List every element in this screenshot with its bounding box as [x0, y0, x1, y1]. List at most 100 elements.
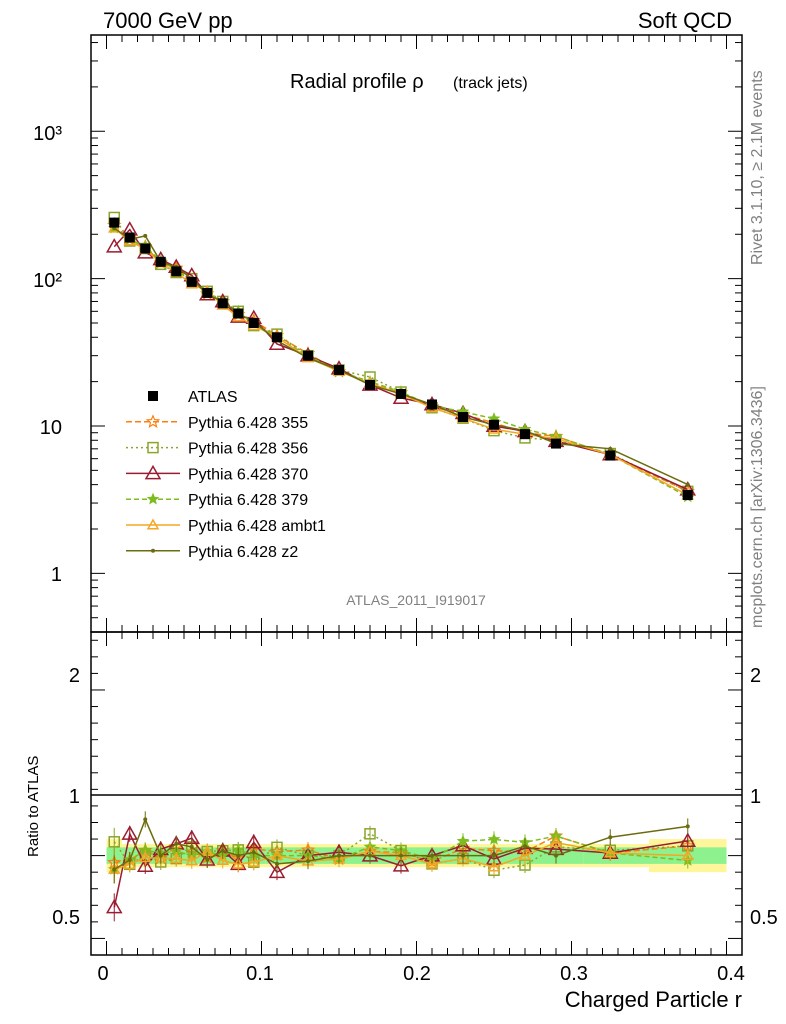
x-tick-label-0.1: 0.1 [246, 963, 274, 985]
data-point-atlas [248, 317, 259, 328]
ratio-point-pythia-6-428-ambt1 [231, 857, 245, 869]
legend-marker-pythia-6-428-379 [146, 492, 160, 505]
ratio-tick-label-2-left: 2 [69, 665, 80, 687]
x-tick-label-0.2: 0.2 [403, 963, 431, 985]
ratio-point-pythia-6-428-ambt1 [681, 849, 695, 861]
data-point-atlas [365, 379, 375, 390]
ratio-tick-label-1-right: 1 [750, 786, 761, 808]
data-point-atlas [427, 399, 437, 410]
ratio-point-pythia-6-428-z2 [275, 861, 279, 866]
ratio-point-pythia-6-428-z2 [554, 853, 558, 858]
legend-label-pythia-6-428-356: Pythia 6.428 356 [188, 441, 308, 458]
ratio-point-pythia-6-428-370 [268, 863, 286, 879]
y-tick-label-1: 1 [51, 564, 62, 586]
ratio-point-pythia-6-428-370 [679, 832, 697, 847]
legend-label-pythia-6-428-ambt1: Pythia 6.428 ambt1 [188, 518, 326, 535]
ratio-point-pythia-6-428-z2 [399, 853, 403, 858]
ratio-point-pythia-6-428-z2 [143, 817, 148, 822]
analysis-id: ATLAS_2011_I919017 [346, 592, 486, 608]
ratio-tick-label-1-left: 1 [69, 786, 80, 808]
legend-label-pythia-6-428-379: Pythia 6.428 379 [188, 492, 308, 509]
chart-title: Radial profile ρ [290, 71, 424, 93]
ratio-point-pythia-6-428-370 [392, 857, 410, 872]
series-point-pythia-6-428-z2 [685, 482, 690, 487]
ratio-tick-label-2-right: 2 [750, 665, 761, 687]
ratio-point-pythia-6-428-z2 [205, 857, 210, 862]
data-point-atlas [217, 298, 228, 309]
legend-marker-pythia-6-428-355 [145, 414, 161, 428]
ratio-point-pythia-6-428-ambt1 [425, 857, 439, 869]
data-point-atlas [303, 350, 313, 361]
ratio-point-pythia-6-428-z2 [112, 867, 117, 872]
ratio-line-pythia-6-428-379 [113, 835, 688, 871]
data-point-atlas [233, 308, 244, 319]
data-point-atlas [334, 364, 344, 375]
x-tick-label-0.3: 0.3 [560, 963, 588, 985]
legend-marker-pythia-6-428-370 [144, 464, 162, 480]
ratio-series-group [105, 811, 697, 922]
series-point-pythia-6-428-370 [105, 238, 123, 253]
ratio-line-pythia-6-428-ambt1 [114, 841, 688, 871]
data-point-atlas [489, 419, 499, 430]
ratio-point-pythia-6-428-ambt1 [169, 852, 183, 864]
ratio-point-pythia-6-428-ambt1 [185, 854, 199, 866]
legend-label-pythia-6-428-370: Pythia 6.428 370 [188, 466, 308, 483]
ratio-point-pythia-6-428-379 [487, 832, 501, 845]
legend-marker-pythia-6-428-356 [147, 441, 159, 454]
ratio-point-pythia-6-428-ambt1 [123, 857, 137, 869]
main-y-tick-labels: 1 10 10² 10³ [33, 123, 62, 586]
data-point-atlas [202, 287, 213, 298]
data-point-atlas [458, 412, 468, 423]
ratio-point-pythia-6-428-z2 [608, 835, 613, 840]
ratio-point-pythia-6-428-z2 [251, 850, 256, 855]
ratio-point-pythia-6-428-356 [364, 828, 376, 840]
x-tick-label-0.4: 0.4 [717, 963, 745, 985]
mcplots-label: mcplots.cern.ch [arXiv:1306.3436] [749, 386, 766, 628]
ratio-line-pythia-6-428-z2 [113, 817, 688, 871]
legend-marker-atlas [148, 391, 158, 401]
ratio-point-pythia-6-428-z2 [685, 824, 690, 829]
ratio-point-pythia-6-428-ambt1 [138, 851, 152, 863]
main-panel: 1 10 10² 10³ Radial profile ρ (track jet… [33, 34, 743, 633]
ratio-point-pythia-6-428-ambt1 [487, 860, 501, 872]
data-point-atlas [551, 438, 561, 449]
ratio-point-pythia-6-428-z2 [368, 853, 372, 858]
rivet-label: Rivet 3.1.10, ≥ 2.1M events [749, 70, 766, 265]
data-point-atlas [605, 450, 616, 461]
series-line-pythia-6-428-ambt1 [113, 227, 689, 496]
y-tick-label-1000: 10³ [33, 123, 62, 145]
ratio-panel-frame [90, 631, 743, 956]
legend: ATLAS Pythia 6.428 355 Pythia 6.428 356 Pyt… [126, 389, 326, 561]
ratio-point-pythia-6-428-z2 [430, 853, 434, 858]
main-panel-frame [90, 34, 743, 633]
ratio-point-pythia-6-428-z2 [337, 853, 341, 858]
legend-marker-pythia-6-428-z2 [151, 548, 155, 553]
series-line-pythia-6-428-379 [113, 227, 689, 498]
ratio-point-pythia-6-428-370 [136, 857, 154, 872]
ratio-point-pythia-6-428-z2 [220, 848, 225, 853]
legend-marker-pythia-6-428-ambt1 [146, 518, 160, 530]
ratio-point-pythia-6-428-ambt1 [216, 853, 230, 865]
legend-label-atlas: ATLAS [188, 389, 238, 406]
y-tick-label-100: 10² [33, 270, 62, 292]
series-line-pythia-6-428-z2 [113, 227, 689, 486]
data-point-atlas [682, 490, 693, 501]
ratio-point-pythia-6-428-ambt1 [247, 855, 261, 867]
ratio-point-pythia-6-428-370 [121, 825, 139, 840]
series-point-pythia-6-428-z2 [143, 233, 148, 238]
ratio-point-pythia-6-428-370 [105, 898, 123, 914]
series-point-pythia-6-428-z2 [608, 446, 613, 451]
legend-label-pythia-6-428-z2: Pythia 6.428 z2 [188, 544, 298, 561]
ratio-point-pythia-6-428-z2 [492, 853, 496, 858]
ratio-point-pythia-6-428-ambt1 [603, 846, 617, 858]
ratio-point-pythia-6-428-z2 [306, 859, 310, 864]
ratio-point-pythia-6-428-379 [456, 834, 470, 847]
header-left: 7000 GeV pp [103, 8, 233, 33]
header-right: Soft QCD [638, 8, 732, 33]
ratio-point-pythia-6-428-ambt1 [549, 836, 563, 848]
ratio-axis-ticks [91, 632, 742, 955]
data-point-atlas [272, 332, 282, 343]
ratio-point-pythia-6-428-z2 [189, 844, 194, 849]
data-point-atlas [186, 276, 197, 287]
